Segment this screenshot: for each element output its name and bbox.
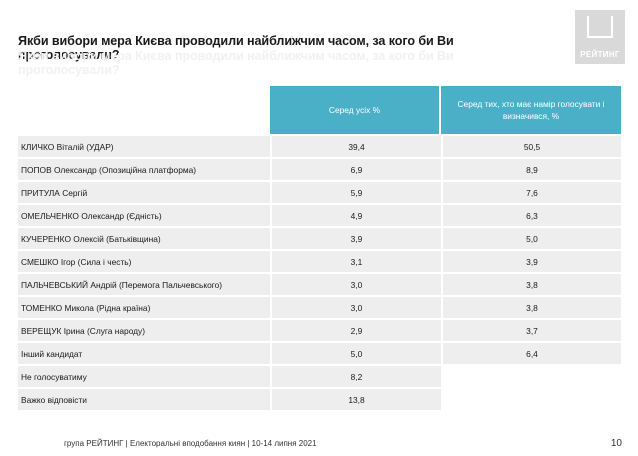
- page-number: 10: [610, 438, 622, 449]
- rating-logo: РЕЙТИНГ: [575, 10, 625, 64]
- value-all-respondents: 13,8: [270, 389, 441, 410]
- table-row: Інший кандидат 5,0 6,4: [18, 343, 621, 364]
- value-all-respondents: 5,0: [270, 343, 441, 364]
- candidate-name: ПАЛЬЧЕВСЬКИЙ Андрій (Перемога Пальчевськ…: [18, 274, 270, 295]
- table-row: ПОПОВ Олександр (Опозиційна платформа) 6,…: [18, 159, 621, 180]
- table-row: ПРИТУЛА Сергій 5,9 7,6: [18, 182, 621, 203]
- value-all-respondents: 2,9: [270, 320, 441, 341]
- value-all-respondents: 3,1: [270, 251, 441, 272]
- candidate-name: КЛИЧКО Віталій (УДАР): [18, 136, 270, 157]
- table-row: ТОМЕНКО Микола (Рідна країна) 3,0 3,8: [18, 297, 621, 318]
- value-decided-voters: 3,8: [441, 297, 621, 318]
- value-decided-voters: 6,4: [441, 343, 621, 364]
- table-row: КЛИЧКО Віталій (УДАР) 39,4 50,5: [18, 136, 621, 157]
- value-all-respondents: 8,2: [270, 366, 441, 387]
- value-all-respondents: 6,9: [270, 159, 441, 180]
- value-decided-voters: 3,9: [441, 251, 621, 272]
- value-all-respondents: 3,0: [270, 297, 441, 318]
- value-all-respondents: 5,9: [270, 182, 441, 203]
- candidate-name: КУЧЕРЕНКО Олексій (Батьківщина): [18, 228, 270, 249]
- candidate-name: ВЕРЕЩУК Ірина (Слуга народу): [18, 320, 270, 341]
- candidate-name: Не голосуватиму: [18, 366, 270, 387]
- header-blank-cell: [18, 86, 270, 134]
- value-all-respondents: 39,4: [270, 136, 441, 157]
- value-decided-voters: 3,8: [441, 274, 621, 295]
- candidate-name: СМЕШКО Ігор (Сила і честь): [18, 251, 270, 272]
- table-row: КУЧЕРЕНКО Олексій (Батьківщина) 3,9 5,0: [18, 228, 621, 249]
- footer-source: група РЕЙТИНГ | Електоральні вподобання …: [64, 439, 317, 448]
- candidate-name: Важко відповісти: [18, 389, 270, 410]
- value-decided-voters: [441, 366, 621, 387]
- candidate-name: ОМЕЛЬЧЕНКО Олександр (Єдність): [18, 205, 270, 226]
- page-title: Якби вибори мера Києва проводили найближ…: [18, 34, 454, 62]
- table-row: Важко відповісти 13,8: [18, 389, 621, 410]
- header-decided-voters: Серед тих, хто має намір голосувати і ви…: [441, 86, 621, 134]
- value-all-respondents: 3,9: [270, 228, 441, 249]
- value-decided-voters: 8,9: [441, 159, 621, 180]
- value-decided-voters: 6,3: [441, 205, 621, 226]
- results-table: Серед усіх % Серед тих, хто має намір го…: [18, 84, 621, 412]
- value-decided-voters: 7,6: [441, 182, 621, 203]
- title-shadow: Якби вибори мера Києва проводили найближ…: [18, 49, 454, 77]
- candidate-name: ПРИТУЛА Сергій: [18, 182, 270, 203]
- value-all-respondents: 3,0: [270, 274, 441, 295]
- value-decided-voters: 3,7: [441, 320, 621, 341]
- logo-text: РЕЙТИНГ: [580, 50, 620, 59]
- candidate-name: Інший кандидат: [18, 343, 270, 364]
- table-row: ВЕРЕЩУК Ірина (Слуга народу) 2,9 3,7: [18, 320, 621, 341]
- value-all-respondents: 4,9: [270, 205, 441, 226]
- logo-mark-icon: [587, 16, 613, 38]
- table-row: СМЕШКО Ігор (Сила і честь) 3,1 3,9: [18, 251, 621, 272]
- table-row: ПАЛЬЧЕВСЬКИЙ Андрій (Перемога Пальчевськ…: [18, 274, 621, 295]
- value-decided-voters: [441, 389, 621, 410]
- table-row: ОМЕЛЬЧЕНКО Олександр (Єдність) 4,9 6,3: [18, 205, 621, 226]
- candidate-name: ТОМЕНКО Микола (Рідна країна): [18, 297, 270, 318]
- value-decided-voters: 50,5: [441, 136, 621, 157]
- candidate-name: ПОПОВ Олександр (Опозиційна платформа): [18, 159, 270, 180]
- table-row: Не голосуватиму 8,2: [18, 366, 621, 387]
- header-all-respondents: Серед усіх %: [270, 86, 441, 134]
- table-header-row: Серед усіх % Серед тих, хто має намір го…: [18, 86, 621, 134]
- value-decided-voters: 5,0: [441, 228, 621, 249]
